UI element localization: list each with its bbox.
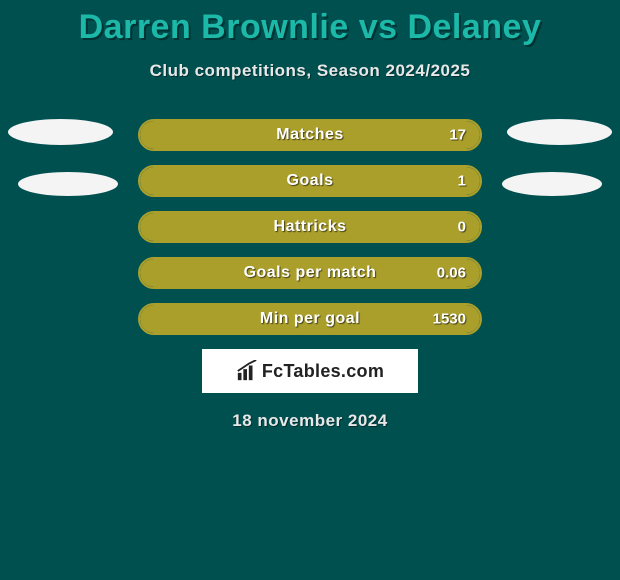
player-left-avatar-placeholder-1 bbox=[8, 119, 113, 145]
chart-icon bbox=[236, 360, 258, 382]
player-right-avatar-placeholder-2 bbox=[502, 172, 602, 196]
player-left-avatar-placeholder-2 bbox=[18, 172, 118, 196]
stat-label: Min per goal bbox=[260, 310, 360, 328]
page-title: Darren Brownlie vs Delaney bbox=[0, 0, 620, 47]
player-right-avatar-placeholder-1 bbox=[507, 119, 612, 145]
stat-label: Goals per match bbox=[244, 264, 377, 282]
stat-value: 0.06 bbox=[437, 265, 466, 282]
stats-area: Matches 17 Goals 1 Hattricks 0 Goals per… bbox=[0, 119, 620, 431]
generated-date: 18 november 2024 bbox=[0, 411, 620, 431]
stat-value: 17 bbox=[449, 127, 466, 144]
stat-value: 0 bbox=[458, 219, 466, 236]
stat-row-goals-per-match: Goals per match 0.06 bbox=[138, 257, 482, 289]
stat-label: Goals bbox=[287, 172, 334, 190]
stat-row-goals: Goals 1 bbox=[138, 165, 482, 197]
stat-value: 1530 bbox=[433, 311, 466, 328]
stat-value: 1 bbox=[458, 173, 466, 190]
attribution-text: FcTables.com bbox=[262, 361, 384, 382]
stat-row-min-per-goal: Min per goal 1530 bbox=[138, 303, 482, 335]
stat-row-matches: Matches 17 bbox=[138, 119, 482, 151]
stat-label: Hattricks bbox=[274, 218, 347, 236]
attribution-logo[interactable]: FcTables.com bbox=[202, 349, 418, 393]
comparison-card: Darren Brownlie vs Delaney Club competit… bbox=[0, 0, 620, 580]
stat-label: Matches bbox=[276, 126, 344, 144]
stat-row-hattricks: Hattricks 0 bbox=[138, 211, 482, 243]
subtitle: Club competitions, Season 2024/2025 bbox=[0, 61, 620, 81]
stat-rows: Matches 17 Goals 1 Hattricks 0 Goals per… bbox=[138, 119, 482, 335]
